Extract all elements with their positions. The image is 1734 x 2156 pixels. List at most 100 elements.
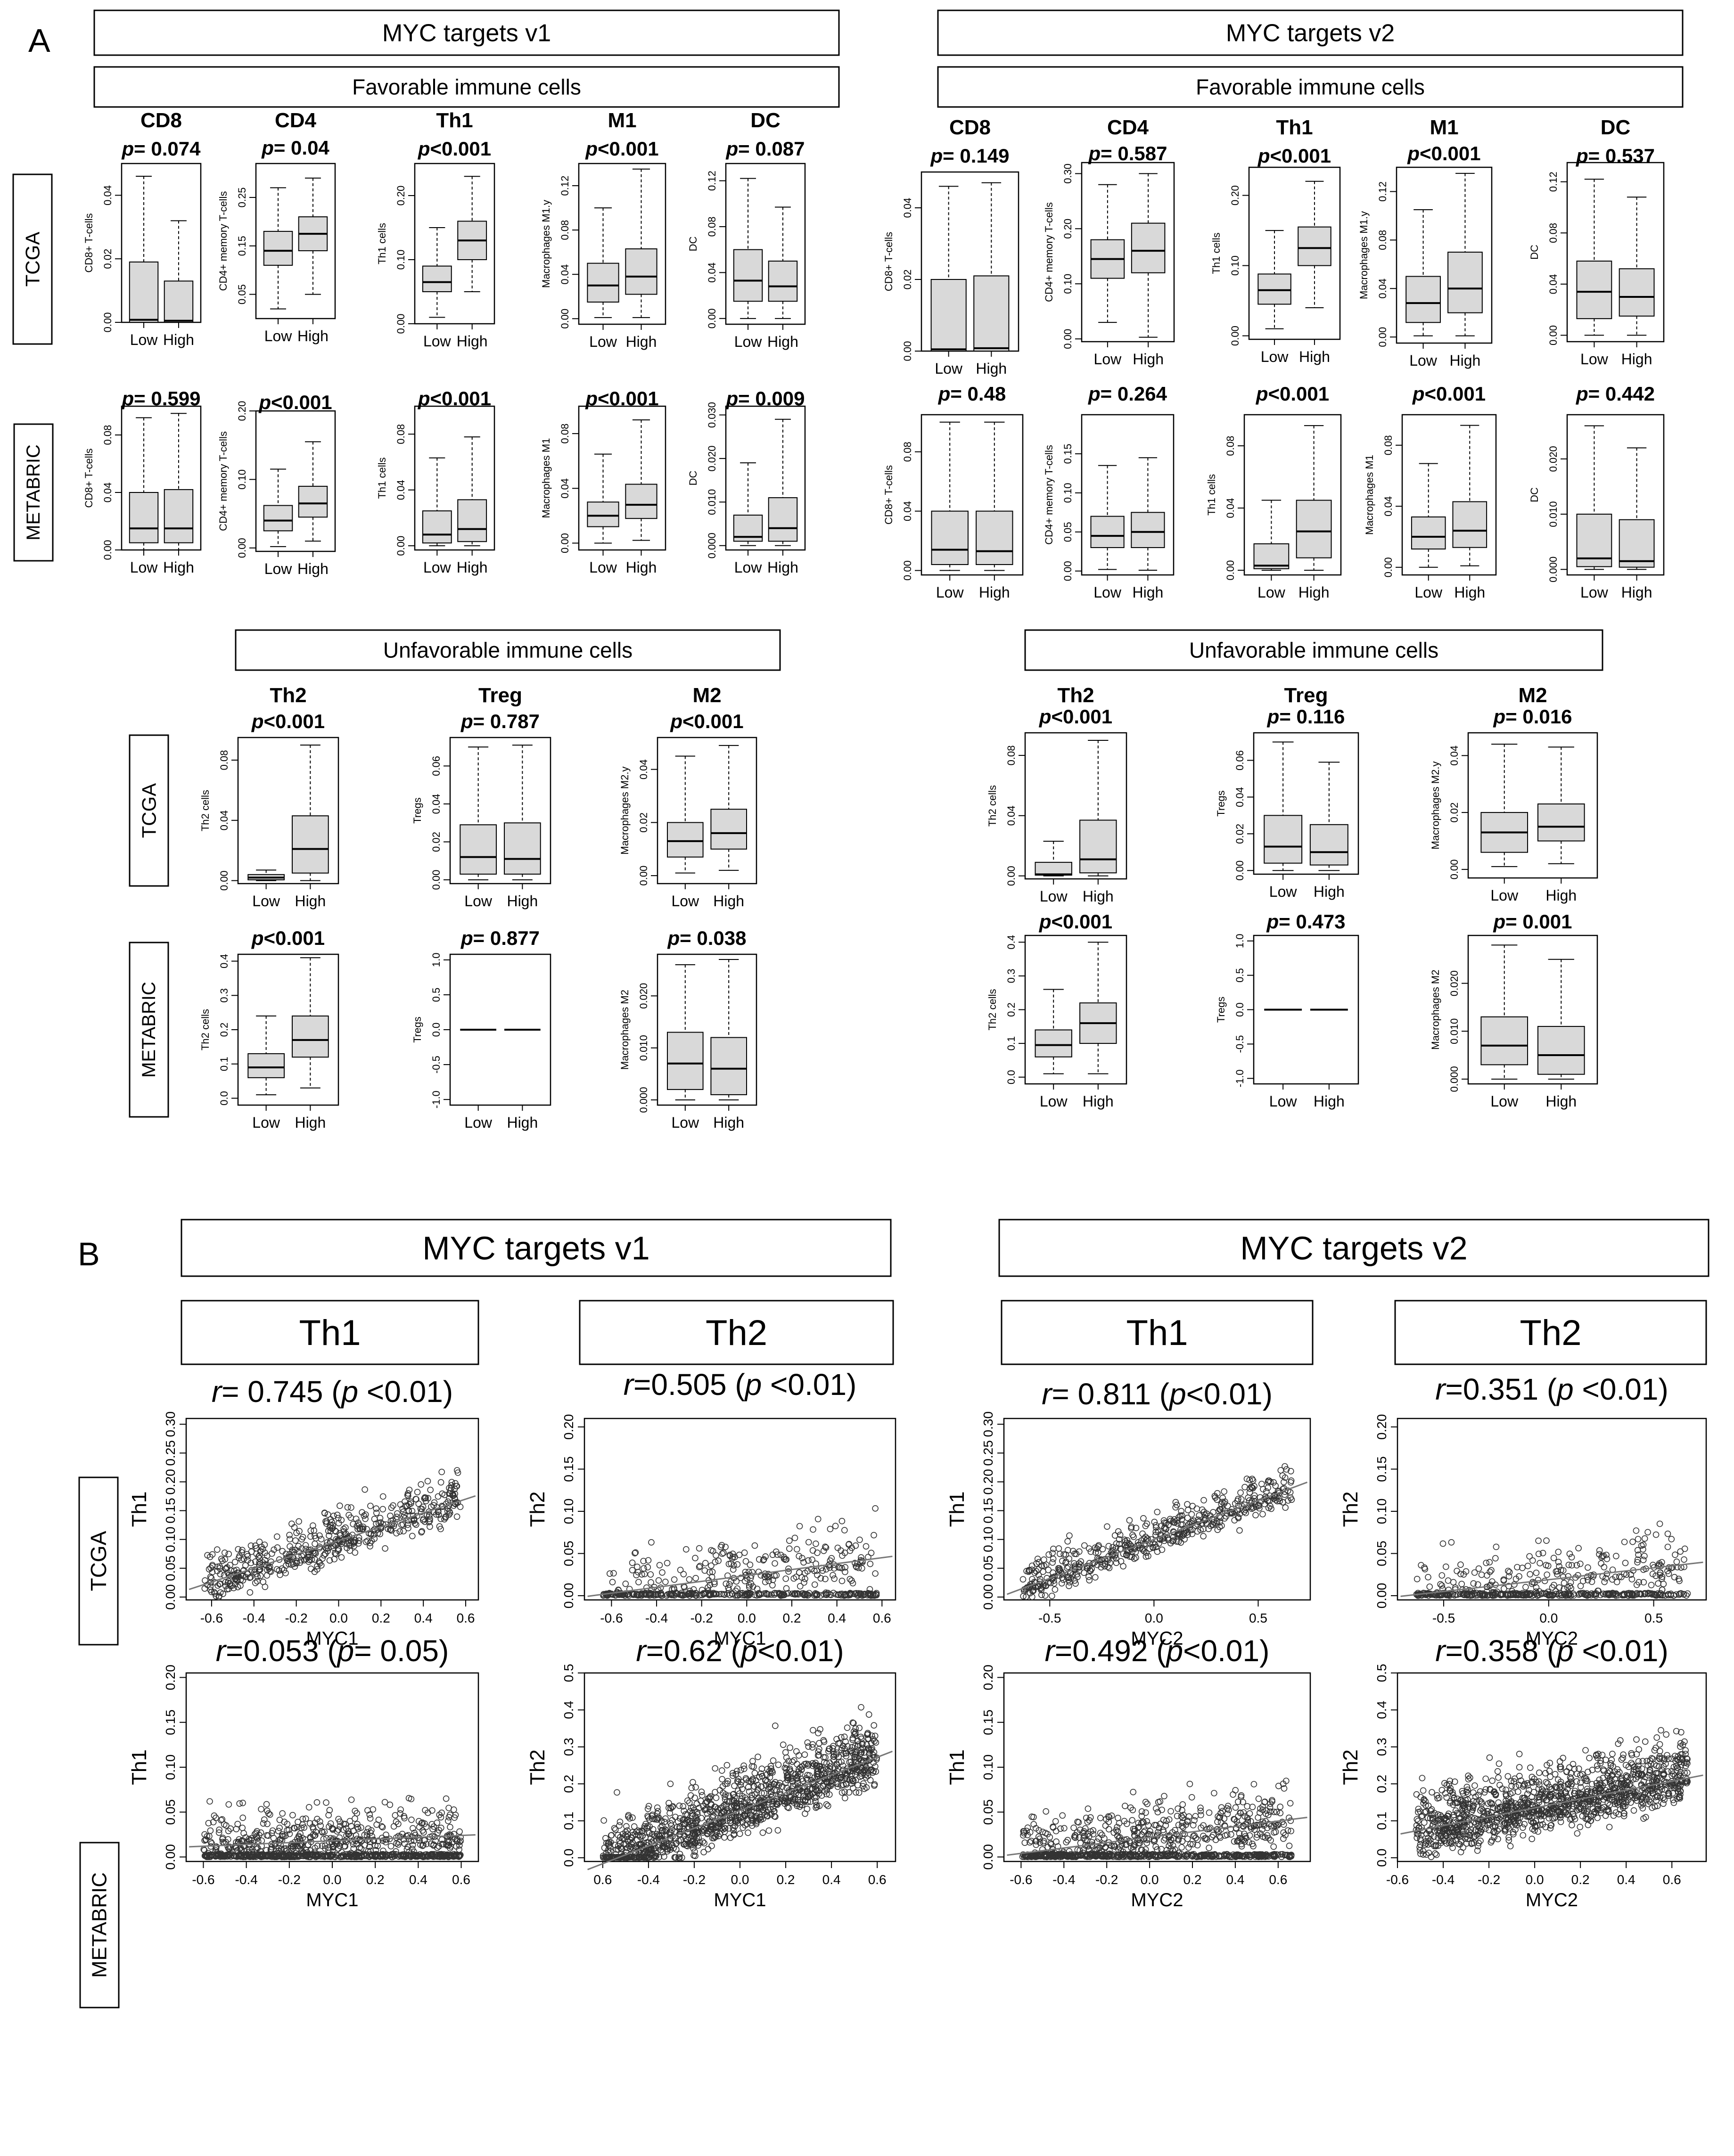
box-low: Low: [1480, 744, 1529, 904]
box-iqr: [1079, 820, 1117, 874]
scatter-points: [200, 1795, 464, 1861]
scatter-point: [734, 1585, 741, 1592]
y-tick-label: 0.10: [1374, 1499, 1389, 1525]
correlation-title: r= 0.745 (p <0.01): [212, 1375, 453, 1409]
scatter-point: [1216, 1519, 1223, 1526]
boxplot-v1-tcga-th1: Th1 p<0.001 0.00 0.10 0.20 Th1 cells Low High: [376, 109, 495, 350]
boxplot-v1-tcga-cd8: CD8 p= 0.074 0.00 0.02 0.04 CD8+ T-cells Low Hi…: [83, 109, 202, 348]
scatter-point: [1049, 1559, 1056, 1566]
box-iqr: [504, 822, 541, 875]
p-value: p= 0.074: [122, 138, 201, 160]
p-value: p<0.001: [670, 710, 743, 732]
y-tick-label: 0.20: [395, 186, 407, 206]
p-value: p<0.001: [418, 387, 491, 410]
scatter-point: [731, 1562, 737, 1569]
y-tick-label: 0.10: [395, 250, 407, 270]
p-symbol: p: [1039, 705, 1052, 728]
x-group-label: Low: [589, 333, 617, 350]
scatter-point: [1066, 1582, 1072, 1590]
stat-text: <0.01): [358, 1375, 453, 1409]
scatter-point: [1038, 1562, 1045, 1569]
scatter-point: [796, 1569, 803, 1576]
p-symbol: p: [1407, 142, 1420, 164]
row-label-metabric-a-frame: [13, 423, 54, 562]
scatter-point: [805, 1557, 812, 1564]
scatter-point: [1055, 1545, 1062, 1552]
scatter-point: [1276, 1495, 1282, 1502]
scatter-point: [209, 1551, 216, 1558]
scatter-point: [1648, 1582, 1655, 1589]
x-tick-label: 0.5: [1644, 1611, 1663, 1625]
p-value: p= 0.537: [1576, 145, 1655, 167]
scatter-point: [708, 1843, 715, 1849]
header-favorable-v2-frame: [937, 66, 1684, 108]
scatter-point: [397, 1810, 403, 1817]
p-symbol: p: [1576, 145, 1588, 167]
scatter-point: [207, 1827, 214, 1834]
scatter-point: [1621, 1539, 1628, 1545]
scatter-point: [224, 1579, 231, 1586]
y-tick-label: 0.02: [638, 812, 649, 833]
box-iqr: [768, 497, 798, 542]
scatter-point: [842, 1591, 848, 1599]
y-tick-label: 0.00: [638, 866, 649, 886]
scatter-point: [1238, 1496, 1245, 1503]
cell-title: DC: [750, 109, 781, 132]
scatter-point: [418, 1508, 425, 1515]
scatter-point: [1142, 1533, 1149, 1541]
scatter-point: [1266, 1477, 1273, 1484]
p-symbol: p: [122, 387, 134, 410]
scatter-point: [201, 1585, 208, 1592]
scatter-point: [727, 1552, 733, 1559]
p-value: p= 0.04: [261, 137, 329, 159]
scatter-point: [208, 1574, 215, 1582]
p-symbol: p: [418, 387, 430, 410]
scatter-point: [842, 1795, 848, 1802]
y-tick-label: 0.04: [902, 198, 913, 218]
scatter-point: [371, 1535, 378, 1542]
scatter-points: [1019, 1463, 1295, 1600]
scatter-point: [362, 1511, 369, 1518]
plot-frame: [1566, 162, 1665, 343]
y-tick-label: 0.20: [1062, 219, 1074, 239]
scatter-point: [1214, 1526, 1221, 1533]
scatter-point: [1055, 1565, 1062, 1572]
y-tick-label: 0.05: [981, 1556, 995, 1582]
scatter-point: [236, 1554, 242, 1561]
header-unfavorable-v2-label: Unfavorable immune cells: [1189, 638, 1438, 663]
boxplot-v2-metabric-th2: p<0.001 0.0 0.1 0.2 0.3 0.4 Th2 cells Low High: [986, 910, 1127, 1110]
x-group-label: Low: [1094, 351, 1122, 368]
scatter-point: [768, 1591, 774, 1598]
x-group-label: High: [295, 1114, 326, 1131]
scatter-point: [796, 1553, 802, 1559]
scatter-point: [307, 1527, 314, 1534]
scatter-point: [1251, 1495, 1258, 1502]
plot-frame: [414, 405, 495, 551]
y-tick-label: 0.10: [1062, 483, 1074, 503]
y-tick-label: 0.010: [1448, 1018, 1460, 1044]
x-axis-label: MYC1: [306, 1890, 358, 1910]
scatter-point: [318, 1536, 325, 1542]
row-label-metabric-b-label: METABRIC: [88, 1872, 111, 1978]
boxplot-v1-tcga-m2: M2 p<0.001 0.00 0.02 0.04 Macrophages M2.y Low…: [619, 684, 757, 910]
p-symbol: p: [1256, 383, 1268, 405]
scatter-point: [671, 1576, 678, 1583]
y-axis-label: Macrophages M1.y: [1358, 211, 1370, 299]
scatter-point: [352, 1549, 359, 1556]
scatter-point: [647, 1571, 654, 1578]
scatter-point: [842, 1564, 848, 1571]
scatter-point: [235, 1546, 242, 1553]
y-tick-label: 0.2: [1005, 1002, 1017, 1017]
scatter-point: [664, 1560, 671, 1566]
scatter-point: [246, 1574, 253, 1581]
scatter-point: [1537, 1560, 1543, 1566]
x-group-label: High: [713, 893, 744, 910]
y-tick-label: 0.1: [218, 1057, 230, 1071]
x-group-label: High: [1314, 883, 1345, 900]
scatter-point: [715, 1558, 722, 1564]
p-symbol: p: [667, 927, 680, 949]
scatter-point: [1045, 1551, 1052, 1558]
scatter-point: [871, 1732, 879, 1739]
p-value-number: = 0.442: [1588, 383, 1655, 405]
x-tick-label: -0.2: [683, 1872, 706, 1887]
